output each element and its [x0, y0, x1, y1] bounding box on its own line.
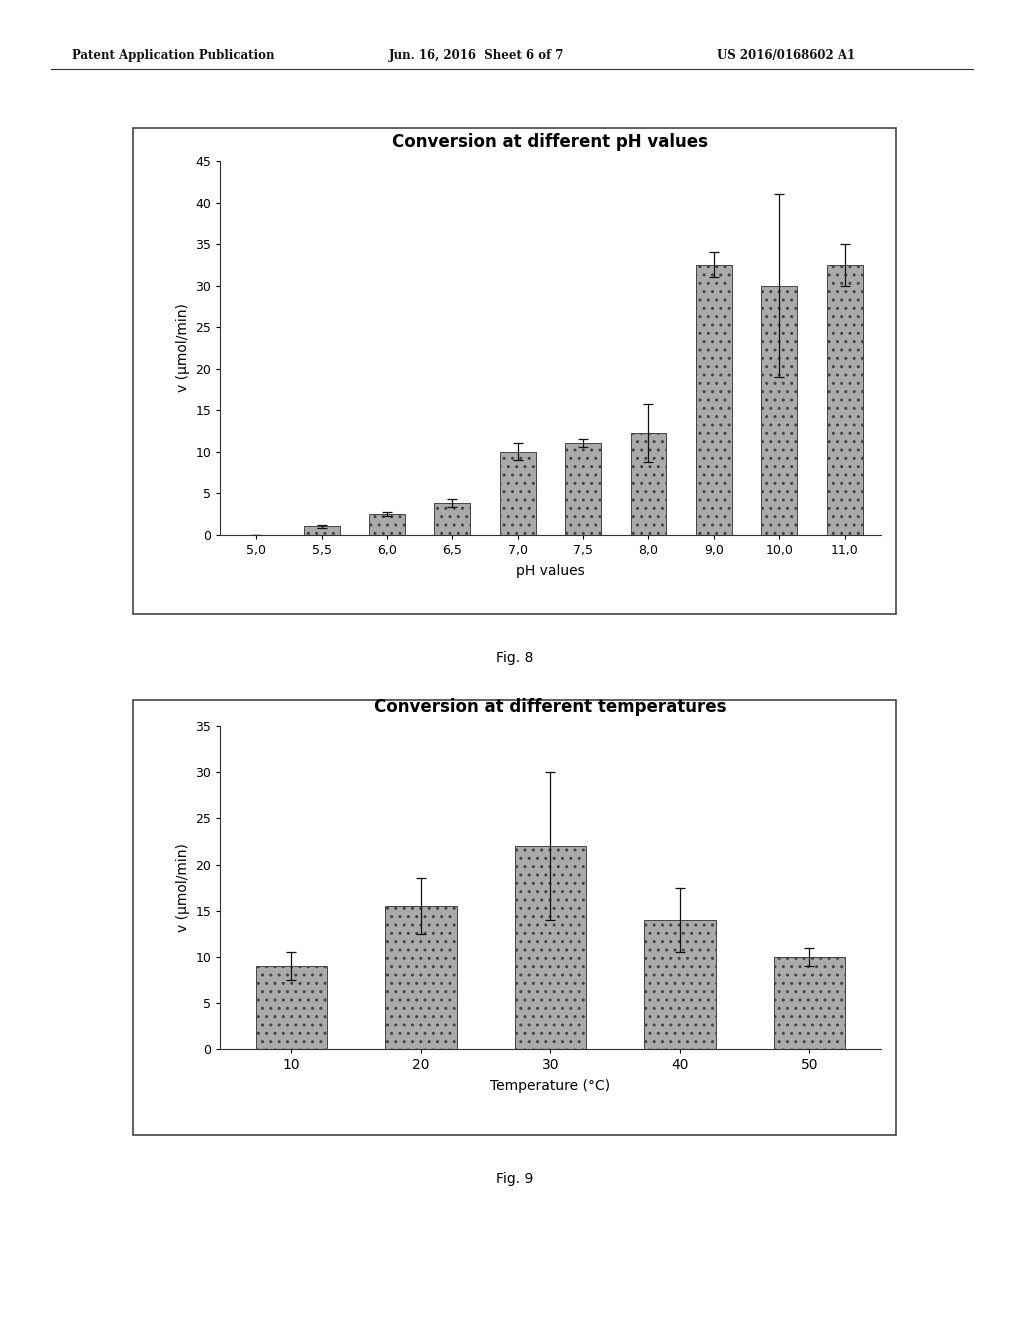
Y-axis label: v (μmol/min): v (μmol/min) [176, 304, 189, 392]
Bar [500, 451, 536, 535]
Bar [434, 503, 470, 535]
Bar [631, 433, 667, 535]
Bar [644, 920, 716, 1049]
Bar [565, 444, 601, 535]
Bar [303, 527, 340, 535]
Text: Fig. 8: Fig. 8 [496, 651, 534, 665]
Bar [774, 957, 845, 1049]
Bar [515, 846, 586, 1049]
Bar [826, 265, 862, 535]
X-axis label: Temperature (°C): Temperature (°C) [490, 1080, 610, 1093]
Title: Conversion at different temperatures: Conversion at different temperatures [374, 698, 727, 717]
Bar [369, 513, 404, 535]
Text: Patent Application Publication: Patent Application Publication [72, 49, 274, 62]
Text: Fig. 9: Fig. 9 [496, 1172, 534, 1187]
Bar [385, 906, 457, 1049]
X-axis label: pH values: pH values [516, 564, 585, 578]
Text: Jun. 16, 2016  Sheet 6 of 7: Jun. 16, 2016 Sheet 6 of 7 [389, 49, 564, 62]
Text: US 2016/0168602 A1: US 2016/0168602 A1 [717, 49, 855, 62]
Title: Conversion at different pH values: Conversion at different pH values [392, 133, 709, 152]
Bar [761, 285, 798, 535]
Bar [696, 265, 732, 535]
Y-axis label: v (μmol/min): v (μmol/min) [176, 843, 189, 932]
Bar [256, 966, 327, 1049]
